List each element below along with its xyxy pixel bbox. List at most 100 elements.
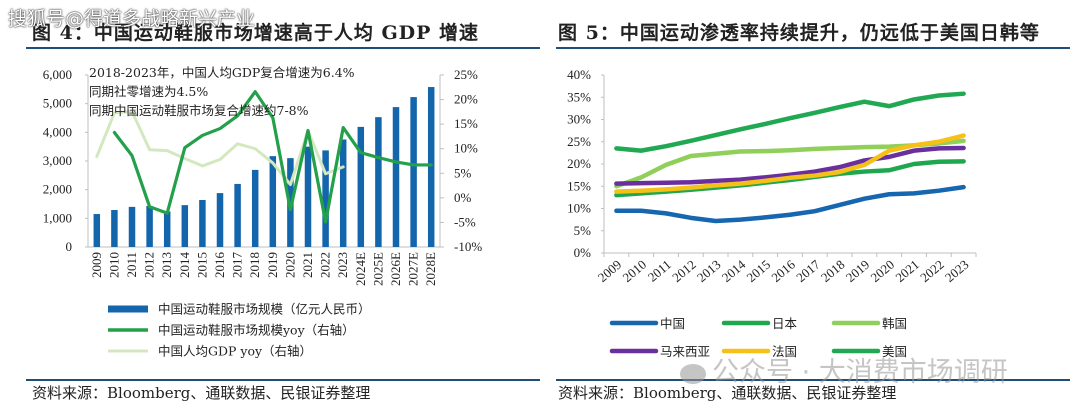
bar-market-size [322,150,329,247]
figure-4-title-rule [26,47,540,49]
x-tick-label: 2014 [177,252,192,279]
x-tick-label: 2019 [843,257,873,285]
bar-market-size [304,146,312,247]
bar-market-size [251,169,259,247]
line-usa [614,91,966,153]
x-tick-label: 2016 [212,252,227,279]
bar-market-size [375,117,382,247]
bar-market-size [128,206,136,247]
x-tick-label: 2023 [942,257,972,285]
figure-5-source-rule [556,379,1070,381]
legend-label: 中国运动鞋服市场规模（亿元人民币） [158,302,371,317]
right-y-tick-label: 5% [454,165,472,180]
y-tick-label: 20% [567,156,591,171]
y-tick-label: 25% [567,134,591,149]
right-y-tick-label: 10% [454,141,478,156]
y-tick-label: 10% [567,201,591,216]
bar-market-size [199,199,206,247]
figure-5-title: 图 5：中国运动渗透率持续提升，仍远低于美国日韩等 [558,22,1040,44]
x-tick-label: 2017 [793,256,823,285]
figure-4-chart: 0 1,000 2,000 3,000 4,000 5,000 6,000 -10% -5% 0%… [43,65,483,359]
bar-market-size [163,211,171,247]
bar-market-size [181,205,189,247]
bar-market-size [216,193,224,247]
annotation-text: 同期社零增速为4.5% [89,84,208,99]
legend-label-usa: 美国 [882,344,907,359]
right-y-tick-label: -5% [454,214,476,229]
watermark-bottom-text: 公众号 · 大消费市场调研 [712,357,1008,388]
legend-swatch [108,328,148,332]
x-tick-label: 2015 [194,252,209,278]
x-tick-label: 2022 [318,252,333,278]
bar-market-size [339,139,347,247]
legend-label-malaysia: 马来西亚 [660,344,710,359]
right-y-tick-label: 15% [454,116,478,131]
x-tick-label: 2014 [719,256,749,285]
bar-market-size [410,97,417,247]
x-tick-label: 2020 [868,257,898,285]
x-tick-label: 2013 [694,257,724,285]
x-tick-label: 2020 [282,252,297,278]
bar-market-size [357,126,365,247]
x-tick-label: 2019 [265,252,280,278]
watermark-bottom: 公众号 · 大消费市场调研 [680,350,1008,389]
x-tick-label: 2010 [620,257,650,285]
legend-label-japan: 日本 [772,316,798,331]
x-tick-label: 2013 [159,252,174,278]
figure-4-title: 图 4：中国运动鞋服市场增速高于人均 GDP 增速 [32,22,480,44]
x-tick-label: 2027E [406,252,421,286]
x-tick-label: 2009 [89,252,104,278]
figure-4-source: 资料来源：Bloomberg、通联数据、民银证券整理 [32,384,371,402]
left-y-tick-label: 0 [66,239,73,254]
x-tick-label: 2012 [669,257,699,285]
legend-label: 中国运动鞋服市场规模yoy（右轴） [158,323,355,338]
x-tick-label: 2017 [230,252,245,279]
y-tick-label: 5% [574,223,592,238]
figure-5-source: 资料来源：Bloomberg、通联数据、民银证券整理 [558,384,897,402]
x-tick-label: 2026E [388,252,403,286]
legend-label-china: 中国 [660,316,685,331]
x-tick-label: 2010 [106,252,121,278]
watermark-top: 搜狐号@得道多战略新兴产业 [8,8,256,30]
y-tick-label: 40% [567,67,591,82]
figure-4-source-rule [26,379,540,381]
right-y-tick-label: -10% [454,239,482,254]
left-y-tick-label: 5,000 [43,96,72,111]
bar-market-size [93,214,101,247]
x-tick-label: 2028E [423,252,438,286]
x-tick-label: 2025E [370,252,385,286]
y-tick-label: 35% [567,89,591,104]
y-tick-label: 30% [567,112,591,127]
x-tick-label: 2021 [892,257,922,285]
x-tick-label: 2024E [353,252,368,286]
bar-market-size [269,156,277,247]
bar-market-size [392,107,400,248]
x-tick-label: 2015 [744,257,774,285]
right-y-tick-label: 20% [454,92,478,107]
x-tick-label: 2018 [247,252,262,278]
y-tick-label: 15% [567,178,591,193]
annotation-text: 2018-2023年，中国人均GDP复合增速为6.4% [89,65,355,80]
annotation-text: 同期中国运动鞋服市场复合增速约7-8% [89,103,309,118]
bar-market-size [146,206,153,247]
x-tick-label: 2018 [818,257,848,285]
legend-label-korea: 韩国 [882,316,907,331]
wechat-icon [680,363,706,384]
left-y-tick-label: 6,000 [43,67,72,82]
legend-label: 中国人均GDP yoy（右轴） [158,344,312,359]
bar-market-size [111,210,118,247]
legend-swatch [108,349,148,353]
x-tick-label: 2022 [917,257,947,285]
x-tick-label: 2021 [300,252,315,278]
x-tick-label: 2023 [335,252,350,278]
legend-swatch [108,305,148,313]
y-tick-label: 0% [574,245,592,260]
left-y-tick-label: 1,000 [43,210,72,225]
x-tick-label: 2011 [124,252,139,278]
x-tick-label: 2011 [645,257,674,285]
right-y-tick-label: 25% [454,67,478,82]
left-y-tick-label: 2,000 [43,182,72,197]
bar-market-size [427,87,435,247]
legend-label-france: 法国 [772,344,797,359]
